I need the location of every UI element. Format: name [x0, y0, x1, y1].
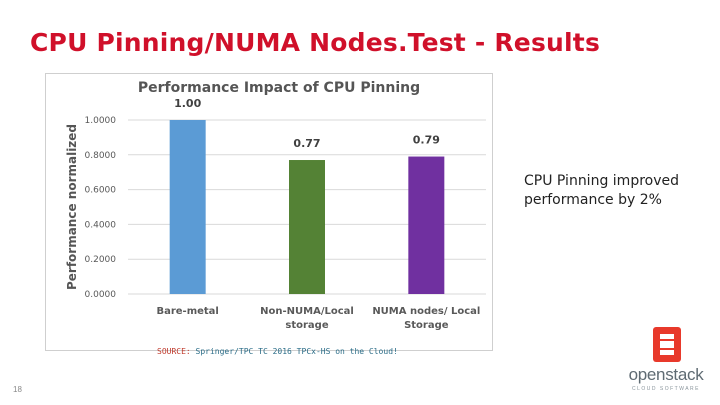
- chart-frame: Performance Impact of CPU Pinning Perform…: [45, 73, 493, 351]
- chart-title: Performance Impact of CPU Pinning: [138, 80, 420, 96]
- x-tick-label: NUMA nodes/ Local: [372, 306, 480, 317]
- data-label: 1.00: [174, 97, 201, 110]
- source-citation: SOURCE: Springer/TPC TC 2016 TPCx-HS on …: [157, 347, 398, 356]
- source-label: SOURCE:: [157, 347, 191, 356]
- x-tick-label: Non-NUMA/Local: [260, 306, 354, 317]
- y-tick-label: 0.2000: [85, 255, 117, 265]
- bar: [169, 120, 206, 294]
- data-label: 0.77: [293, 137, 320, 150]
- page-number: 18: [13, 385, 22, 394]
- bar: [408, 156, 445, 294]
- y-tick-label: 0.8000: [85, 151, 117, 161]
- y-tick-label: 0.6000: [85, 186, 117, 196]
- slide-title: CPU Pinning/NUMA Nodes.Test - Results: [30, 28, 601, 57]
- x-tick-label: Storage: [404, 320, 449, 331]
- source-text: Springer/TPC TC 2016 TPCx-HS on the Clou…: [190, 347, 398, 356]
- y-tick-label: 0.4000: [85, 220, 117, 230]
- x-tick-label: storage: [285, 320, 328, 331]
- side-note: CPU Pinning improved performance by 2%: [524, 173, 679, 208]
- y-tick-label: 1.0000: [85, 116, 117, 126]
- logo-wordmark: openstack: [628, 365, 704, 384]
- x-tick-label: Bare-metal: [156, 306, 218, 317]
- bar-chart: Performance Impact of CPU Pinning Perform…: [65, 80, 486, 331]
- y-tick-label: 0.0000: [85, 290, 117, 300]
- logo-subtitle: CLOUD SOFTWARE: [631, 386, 701, 392]
- openstack-logo: openstack CLOUD SOFTWARE: [616, 325, 716, 403]
- data-label: 0.79: [413, 134, 440, 147]
- bar: [289, 160, 325, 294]
- openstack-logo-icon: [653, 327, 681, 362]
- y-axis-label: Performance normalized: [65, 124, 79, 290]
